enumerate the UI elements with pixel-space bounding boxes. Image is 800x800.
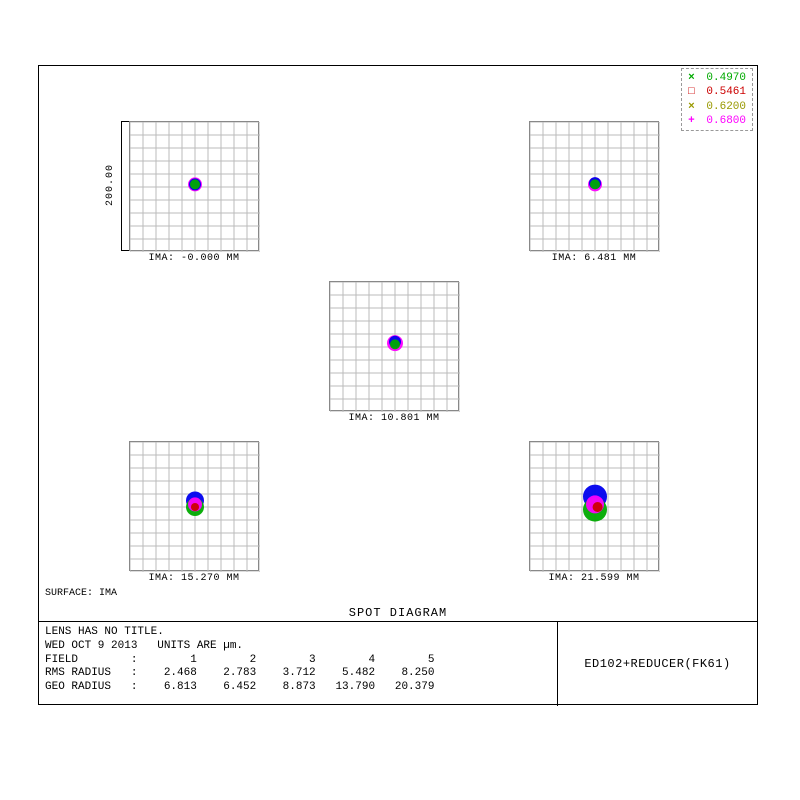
spot-grid-p2: IMA: 6.481 MM (529, 121, 659, 251)
legend-value: 0.6800 (706, 114, 746, 128)
legend-row: +0.6800 (686, 114, 746, 128)
chart-area: IMA: -0.000 MM 200.00 IMA: 6.481 MM IMA: 10… (39, 66, 757, 601)
legend-value: 0.4970 (706, 71, 746, 85)
yaxis-bracket (121, 121, 129, 251)
diagram-frame: IMA: -0.000 MM 200.00 IMA: 6.481 MM IMA: 10… (38, 65, 758, 705)
spot-grid-label: IMA: 15.270 MM (130, 573, 258, 584)
spot-grid-label: IMA: 21.599 MM (530, 573, 658, 584)
legend-marker-icon: □ (686, 85, 696, 99)
legend-marker-icon: × (686, 71, 696, 85)
wavelength-legend: ×0.4970□0.5461×0.6200+0.6800 (681, 68, 753, 131)
spot-grid-p3: IMA: 10.801 MM (329, 281, 459, 411)
legend-row: × 0.6200 (686, 100, 746, 114)
spot-grid-p1: IMA: -0.000 MM (129, 121, 259, 251)
spot-grid-label: IMA: 6.481 MM (530, 253, 658, 264)
info-box: LENS HAS NO TITLE. WED OCT 9 2013 UNITS … (39, 621, 757, 706)
surface-label: SURFACE: IMA (45, 588, 117, 599)
spot-grid-p5: IMA: 21.599 MM (529, 441, 659, 571)
plot-title: SPOT DIAGRAM (39, 606, 757, 620)
legend-marker-icon: × (686, 100, 696, 114)
legend-row: × 0.4970 (686, 71, 746, 85)
yaxis-scale-label: 200.00 (105, 164, 116, 206)
spot-grid-p4: IMA: 15.270 MM (129, 441, 259, 571)
legend-value: 0.6200 (706, 100, 746, 114)
legend-marker-icon: + (686, 114, 696, 128)
page-root: IMA: -0.000 MM 200.00 IMA: 6.481 MM IMA: 10… (0, 0, 800, 800)
legend-value: 0.5461 (706, 85, 746, 99)
info-text-block: LENS HAS NO TITLE. WED OCT 9 2013 UNITS … (45, 626, 434, 695)
lens-config-name: ED102+REDUCER(FK61) (557, 622, 757, 706)
spot-grid-label: IMA: 10.801 MM (330, 413, 458, 424)
legend-row: □ 0.5461 (686, 85, 746, 99)
spot-grid-label: IMA: -0.000 MM (130, 253, 258, 264)
